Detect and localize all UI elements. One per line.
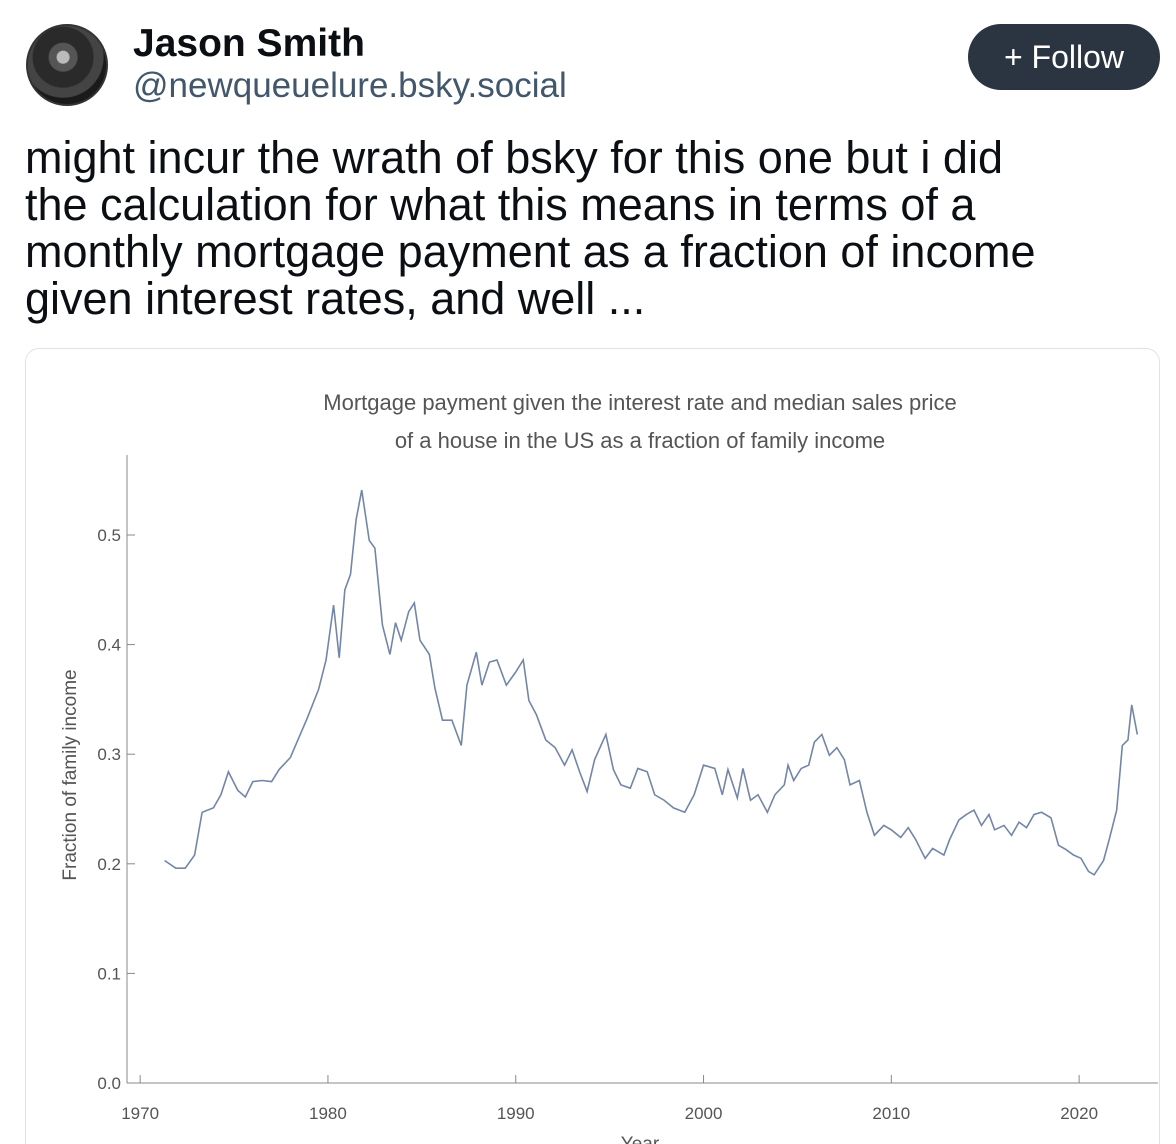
post-line: the calculation for what this means in t… bbox=[25, 179, 976, 230]
chart-title: Mortgage payment given the interest rate… bbox=[323, 390, 956, 415]
y-tick-label: 0.5 bbox=[97, 526, 121, 545]
y-tick-label: 0.3 bbox=[97, 745, 121, 764]
y-tick-label: 0.1 bbox=[97, 964, 121, 983]
x-tick-label: 2020 bbox=[1060, 1104, 1098, 1123]
x-tick-label: 2000 bbox=[685, 1104, 723, 1123]
x-tick-label: 2010 bbox=[872, 1104, 910, 1123]
y-axis-label: Fraction of family income bbox=[60, 669, 81, 880]
chart-title: of a house in the US as a fraction of fa… bbox=[395, 428, 885, 453]
y-tick-label: 0.0 bbox=[97, 1074, 121, 1093]
post-line: monthly mortgage payment as a fraction o… bbox=[25, 226, 1036, 277]
post-text: might incur the wrath of bsky for this o… bbox=[25, 134, 1036, 322]
x-tick-label: 1970 bbox=[121, 1104, 159, 1123]
y-tick-label: 0.2 bbox=[97, 855, 121, 874]
x-tick-label: 1980 bbox=[309, 1104, 347, 1123]
post-line: might incur the wrath of bsky for this o… bbox=[25, 132, 1003, 183]
y-tick-label: 0.4 bbox=[97, 636, 121, 655]
avatar[interactable] bbox=[26, 24, 108, 106]
x-tick-label: 1990 bbox=[497, 1104, 535, 1123]
data-line bbox=[164, 489, 1139, 876]
follow-button[interactable]: + Follow bbox=[968, 24, 1160, 90]
image-card[interactable] bbox=[25, 348, 1160, 1144]
x-axis-label: Year bbox=[621, 1134, 660, 1144]
author-name[interactable]: Jason Smith bbox=[133, 22, 365, 65]
post-line: given interest rates, and well ... bbox=[25, 273, 646, 324]
author-handle[interactable]: @newqueuelure.bsky.social bbox=[133, 66, 567, 105]
